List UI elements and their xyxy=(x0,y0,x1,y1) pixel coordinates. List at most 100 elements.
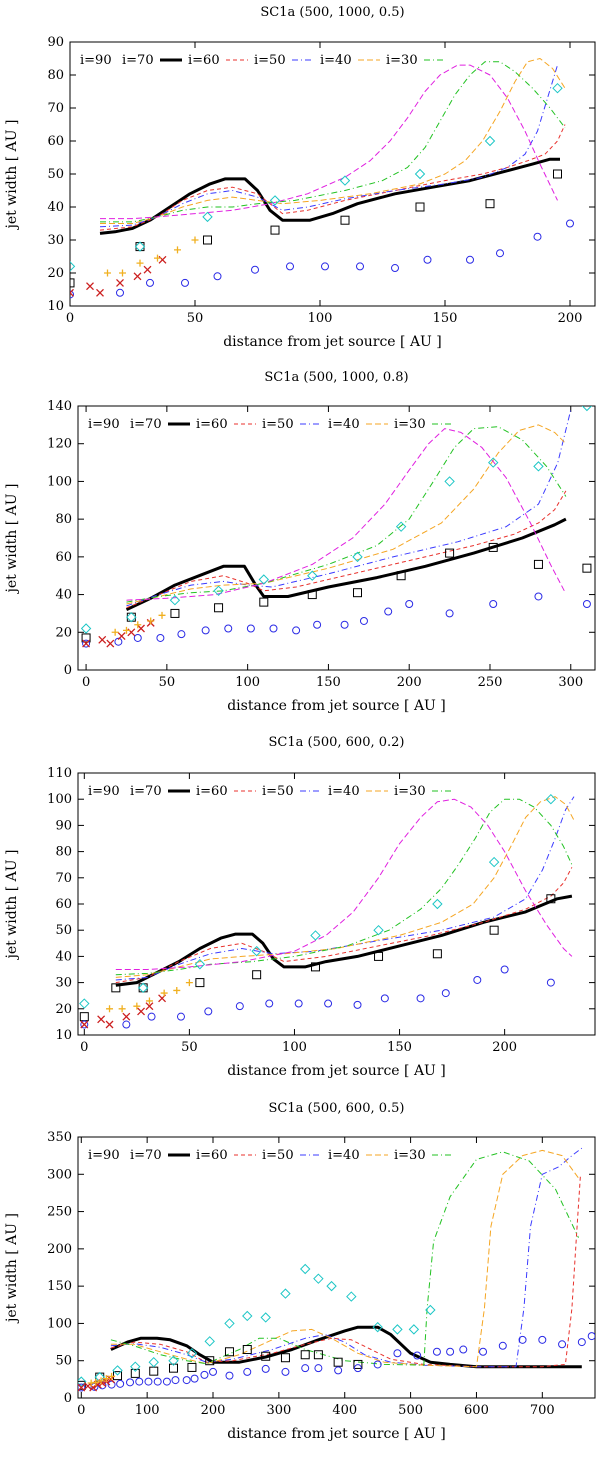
data-point-circle xyxy=(147,1012,156,1021)
x-tick-label: 50 xyxy=(187,311,204,326)
data-point-circle xyxy=(126,1378,135,1387)
data-point-diamond xyxy=(488,457,499,468)
y-tick-label: 40 xyxy=(55,588,72,603)
y-axis-label: jet width [ AU ] xyxy=(4,1213,20,1324)
series-line-i30 xyxy=(115,798,573,976)
legend: i=90 i=70 i=60 i=50 i=40 i=30 xyxy=(88,417,454,432)
data-point-diamond xyxy=(352,551,363,563)
legend-label: i=70 xyxy=(130,1148,162,1163)
data-point-square xyxy=(187,1362,197,1372)
data-point-circle xyxy=(496,249,504,258)
series-line-i30 xyxy=(110,1151,579,1366)
data-point-diamond xyxy=(130,1361,141,1372)
data-point-diamond xyxy=(372,1321,383,1333)
y-tick-label: 200 xyxy=(47,1242,72,1257)
data-point-circle xyxy=(356,262,364,271)
data-point-plus xyxy=(108,1372,116,1380)
data-point-circle xyxy=(393,1349,402,1358)
data-point-diamond xyxy=(213,585,224,597)
y-tick-label: 120 xyxy=(47,437,72,452)
data-point-circle xyxy=(209,1367,218,1376)
data-point-square xyxy=(252,970,262,980)
y-tick-label: 100 xyxy=(47,474,72,489)
y-axis-label: jet width [ AU ] xyxy=(4,484,20,595)
data-point-plus xyxy=(145,997,153,1005)
data-point-square xyxy=(261,1351,271,1361)
x-tick-label: 0 xyxy=(80,1040,88,1055)
y-tick-label: 100 xyxy=(47,792,72,807)
data-point-diamond xyxy=(260,1312,271,1323)
y-tick-label: 90 xyxy=(47,35,64,50)
data-point-circle xyxy=(353,1000,362,1009)
data-point-diamond xyxy=(79,998,90,1009)
data-point-circle xyxy=(122,1020,131,1029)
data-point-circle xyxy=(181,278,189,287)
data-point-diamond xyxy=(137,982,149,994)
data-point-circle xyxy=(177,630,186,639)
legend-label: i=30 xyxy=(394,417,426,432)
data-point-circle xyxy=(566,219,574,228)
data-point-circle xyxy=(235,1002,244,1011)
data-point-diamond xyxy=(112,1365,123,1376)
legend-label: i=60 xyxy=(196,1148,228,1163)
data-point-circle xyxy=(265,999,274,1008)
data-point-square xyxy=(149,1366,159,1376)
x-tick-label: 100 xyxy=(135,1403,160,1418)
data-point-circle xyxy=(116,1379,125,1388)
data-point-square xyxy=(130,1368,140,1378)
chart-panel-1: SC1a (500, 1000, 0.5) 0 50 100 150 200 10 20 30 4… xyxy=(4,5,596,350)
x-tick-label: 0 xyxy=(77,1403,85,1418)
legend-label: i=90 xyxy=(80,53,112,68)
data-point-square xyxy=(195,978,205,988)
y-tick-label: 50 xyxy=(55,923,72,938)
data-point-circle xyxy=(190,1374,199,1383)
plot-frame xyxy=(77,1136,596,1399)
y-tick-label: 20 xyxy=(47,266,64,281)
data-point-square xyxy=(333,1357,343,1367)
data-point-square xyxy=(224,1347,234,1357)
series-line-i70 xyxy=(110,1325,582,1369)
data-point-diamond xyxy=(242,1310,253,1322)
data-point-x xyxy=(116,278,124,287)
y-tick-label: 30 xyxy=(55,976,72,991)
legend-label: i=70 xyxy=(130,417,162,432)
data-point-circle xyxy=(269,624,278,633)
data-point-square xyxy=(78,1380,86,1390)
data-point-circle xyxy=(171,1376,180,1385)
y-tick-label: 50 xyxy=(55,1354,72,1369)
data-point-circle xyxy=(78,1383,86,1392)
data-point-diamond xyxy=(94,1371,105,1383)
y-tick-label: 80 xyxy=(55,845,72,860)
y-tick-label: 20 xyxy=(55,1002,72,1017)
data-point-diamond xyxy=(326,1280,337,1292)
legend-label: i=90 xyxy=(88,1148,120,1163)
y-tick-label: 350 xyxy=(47,1130,72,1145)
data-point-square xyxy=(203,235,212,245)
legend-label: i=50 xyxy=(262,417,294,432)
legend-label: i=90 xyxy=(88,417,120,432)
data-point-square xyxy=(432,949,442,959)
data-point-plus xyxy=(158,611,166,619)
data-point-diamond xyxy=(346,1291,357,1302)
data-point-diamond xyxy=(258,574,270,585)
data-point-x xyxy=(137,624,145,633)
data-point-circle xyxy=(533,232,542,241)
data-point-square xyxy=(138,983,148,993)
data-point-diamond xyxy=(313,1273,324,1284)
data-point-diamond xyxy=(339,175,351,186)
chart-panel-3: SC1a (500, 600, 0.2) 0 50 100 150 200 10 20 30 40… xyxy=(4,735,596,1079)
data-point-x xyxy=(143,265,152,274)
data-point-circle xyxy=(246,624,255,633)
y-tick-label: 10 xyxy=(47,299,64,314)
data-point-diamond xyxy=(444,476,455,487)
legend-label: i=90 xyxy=(88,784,120,799)
legend-label: i=40 xyxy=(328,1148,360,1163)
x-tick-label: 200 xyxy=(558,311,583,326)
data-point-circle xyxy=(176,1012,185,1021)
data-point-diamond xyxy=(484,135,496,147)
data-point-x xyxy=(122,1012,131,1021)
data-point-diamond xyxy=(307,570,318,581)
data-point-circle xyxy=(445,609,454,618)
series-line-i70 xyxy=(125,517,567,612)
